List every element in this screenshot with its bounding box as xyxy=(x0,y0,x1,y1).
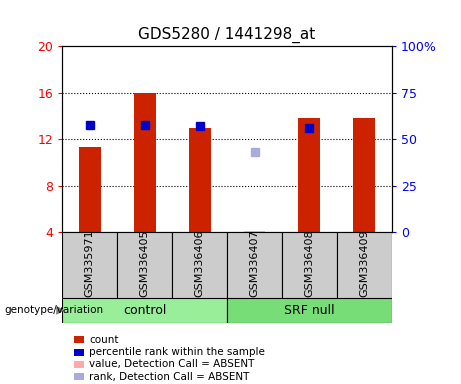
Text: SRF null: SRF null xyxy=(284,304,335,316)
Bar xyxy=(74,361,84,368)
Text: GSM336409: GSM336409 xyxy=(360,230,369,298)
Bar xyxy=(62,232,117,298)
Bar xyxy=(172,232,227,298)
Bar xyxy=(354,118,375,232)
Text: value, Detection Call = ABSENT: value, Detection Call = ABSENT xyxy=(89,359,255,369)
Bar xyxy=(282,232,337,298)
Bar xyxy=(117,232,172,298)
Bar xyxy=(298,118,320,232)
Text: GSM336407: GSM336407 xyxy=(249,230,260,298)
Bar xyxy=(79,147,100,232)
Polygon shape xyxy=(56,306,65,315)
Bar xyxy=(62,298,227,323)
Text: percentile rank within the sample: percentile rank within the sample xyxy=(89,347,266,357)
Text: GSM336405: GSM336405 xyxy=(140,230,150,297)
Text: rank, Detection Call = ABSENT: rank, Detection Call = ABSENT xyxy=(89,372,250,382)
Bar xyxy=(189,127,211,232)
Text: GSM336406: GSM336406 xyxy=(195,230,205,297)
Bar xyxy=(337,232,392,298)
Bar xyxy=(74,373,84,380)
Text: control: control xyxy=(123,304,166,316)
Bar xyxy=(74,349,84,356)
Text: count: count xyxy=(89,335,119,345)
Bar xyxy=(74,336,84,343)
Text: genotype/variation: genotype/variation xyxy=(5,305,104,315)
Text: GSM336408: GSM336408 xyxy=(304,230,314,298)
Text: GSM335971: GSM335971 xyxy=(85,230,95,298)
Bar xyxy=(243,231,266,232)
Bar xyxy=(227,298,392,323)
Title: GDS5280 / 1441298_at: GDS5280 / 1441298_at xyxy=(138,27,316,43)
Bar xyxy=(227,232,282,298)
Bar xyxy=(134,93,156,232)
